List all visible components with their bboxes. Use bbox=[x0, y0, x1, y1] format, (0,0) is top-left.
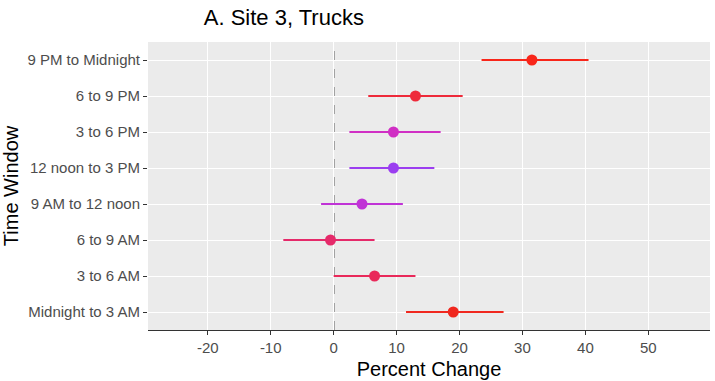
svg-text:3 to 6 AM: 3 to 6 AM bbox=[77, 267, 140, 284]
svg-text:Percent Change: Percent Change bbox=[357, 358, 502, 380]
svg-text:0: 0 bbox=[329, 339, 337, 356]
svg-text:40: 40 bbox=[577, 339, 594, 356]
svg-text:Midnight to 3 AM: Midnight to 3 AM bbox=[28, 303, 140, 320]
svg-text:9 AM to 12 noon: 9 AM to 12 noon bbox=[31, 195, 140, 212]
svg-text:6 to 9 AM: 6 to 9 AM bbox=[77, 231, 140, 248]
svg-text:3 to 6 PM: 3 to 6 PM bbox=[76, 123, 140, 140]
svg-text:A. Site 3, Trucks: A. Site 3, Trucks bbox=[204, 5, 364, 30]
svg-text:50: 50 bbox=[640, 339, 657, 356]
svg-text:6 to 9 PM: 6 to 9 PM bbox=[76, 87, 140, 104]
svg-text:-10: -10 bbox=[260, 339, 282, 356]
svg-text:12 noon to 3 PM: 12 noon to 3 PM bbox=[30, 159, 140, 176]
svg-text:30: 30 bbox=[514, 339, 531, 356]
svg-text:20: 20 bbox=[451, 339, 468, 356]
svg-text:Time Window: Time Window bbox=[0, 125, 22, 246]
svg-text:10: 10 bbox=[388, 339, 405, 356]
svg-text:-20: -20 bbox=[197, 339, 219, 356]
svg-text:9 PM to Midnight: 9 PM to Midnight bbox=[27, 51, 140, 68]
